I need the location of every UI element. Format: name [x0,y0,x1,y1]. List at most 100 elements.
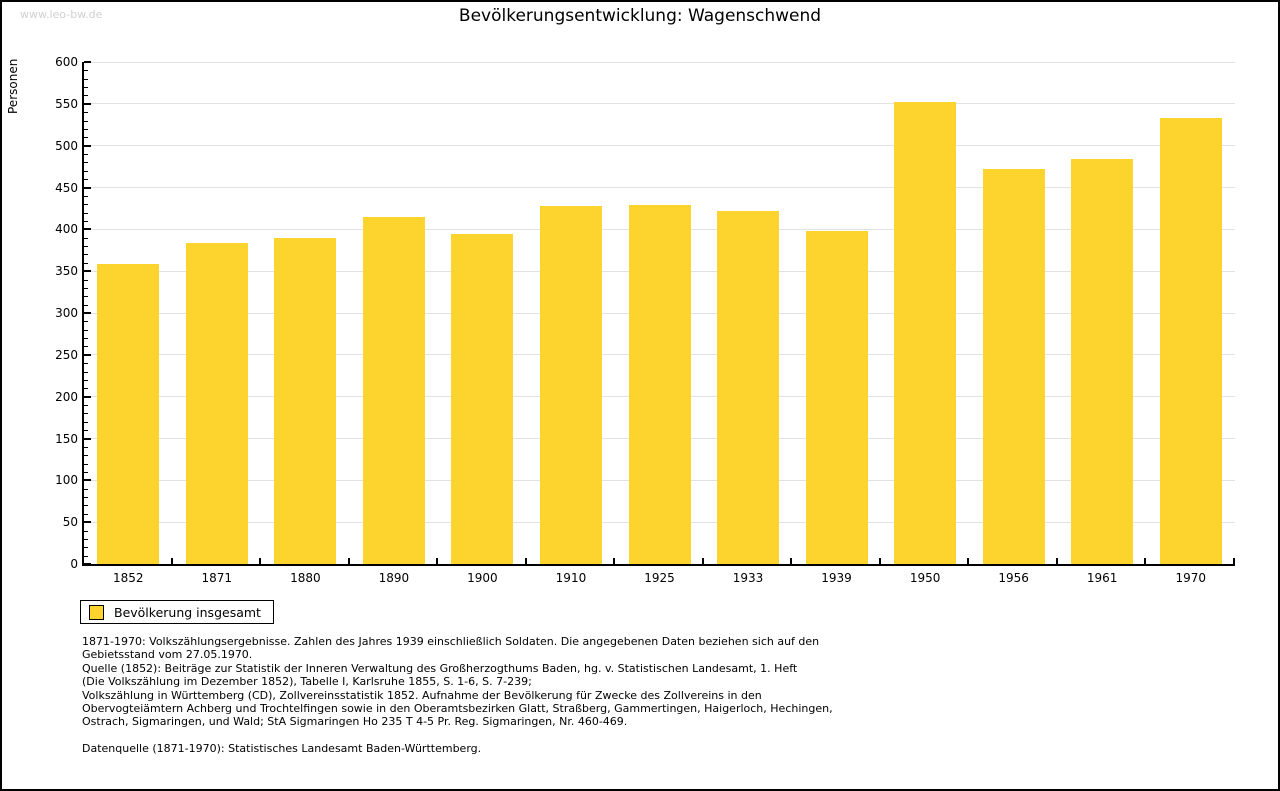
x-boundary-tick [967,558,970,564]
bar-1852 [97,263,160,564]
y-major-tick [84,270,91,273]
x-tick-label-1900: 1900 [467,571,498,585]
gridline-y500 [84,145,1235,147]
y-minor-tick [84,179,88,181]
x-tick-label-1950: 1950 [909,571,941,585]
x-boundary-tick [701,558,704,564]
bar-1950 [894,102,957,564]
y-major-tick [84,102,91,105]
x-tick-label-1852: 1852 [112,571,144,585]
y-tick-label: 550 [55,96,78,111]
y-tick-label: 150 [55,431,78,446]
y-tick-label: 0 [70,557,78,571]
y-major-tick [84,395,91,398]
bar-1900 [451,234,514,564]
x-boundary-tick [524,558,527,564]
y-tick-label: 100 [55,473,78,488]
y-minor-tick [84,388,88,390]
y-major-tick [84,228,91,231]
y-tick-label: 300 [55,306,78,320]
footnote-line: Obervogteiämtern Achberg und Trochtelfin… [82,702,833,716]
y-minor-tick [84,279,88,281]
y-minor-tick [84,555,88,557]
y-major-tick [84,353,91,356]
chart-title: Bevölkerungsentwicklung: Wagenschwend [458,6,822,26]
y-minor-tick [84,262,88,264]
y-minor-tick [84,287,88,289]
gridline-y450 [84,187,1235,188]
x-tick-label-1961: 1961 [1086,571,1118,585]
y-minor-tick [84,70,88,72]
x-tick-label-1939: 1939 [821,571,852,585]
y-tick-label: 450 [55,180,78,195]
y-tick-label: 200 [55,389,78,404]
legend-swatch-icon [89,604,104,620]
y-minor-tick [84,488,88,490]
y-minor-tick [84,296,88,298]
x-boundary-tick [1144,558,1147,564]
plot-area: 0 50 100 150 200 250 300 350 400 450 500 550 600 1852… [55,56,1235,585]
y-minor-tick [84,254,88,256]
y-minor-tick [84,421,88,423]
y-minor-tick [84,87,88,89]
y-minor-tick [84,154,88,156]
legend-box: Bevölkerung insgesamt [80,600,274,624]
bar-1970 [1159,118,1222,564]
y-minor-tick [84,363,88,365]
y-minor-tick [84,530,88,532]
y-minor-tick [84,246,88,248]
y-minor-tick [84,220,88,222]
y-minor-tick [84,95,88,97]
bar-1890 [362,216,425,564]
y-minor-tick [84,112,88,114]
y-minor-tick [84,446,88,448]
y-minor-tick [84,379,88,381]
y-minor-tick [84,195,88,197]
x-boundary-tick [790,558,793,564]
footnote-line: Volkszählung in Württemberg (CD), Zollve… [82,688,762,702]
y-minor-tick [84,547,88,549]
y-minor-tick [84,137,88,139]
x-tick-label-1871: 1871 [201,571,233,585]
y-minor-tick [84,212,88,214]
footnote-line: 1871-1970: Volkszählungsergebnisse. Zahl… [82,635,820,648]
y-minor-tick [84,505,88,507]
y-tick-label: 50 [62,515,78,530]
x-boundary-tick [436,558,439,564]
y-minor-tick [84,497,88,499]
bar-1871 [185,242,248,564]
y-major-tick [84,144,91,147]
y-tick-label: 350 [55,264,78,279]
y-minor-tick [84,128,88,130]
y-minor-tick [84,538,88,540]
y-tick-label: 600 [55,55,78,69]
gridline-y600 [84,61,1235,63]
x-tick-label-1880: 1880 [290,571,321,585]
datasource-line: Datenquelle (1871-1970): Statistisches L… [82,742,482,755]
y-minor-tick [84,346,88,348]
y-minor-tick [84,338,88,340]
bar-1880 [274,237,337,564]
x-tick-label-1956: 1956 [998,571,1029,585]
y-minor-tick [84,170,88,172]
gridline-y550 [84,103,1235,105]
footnote-block: 1871-1970: Volkszählungsergebnisse. Zahl… [82,635,833,729]
y-axis-label: Personen [6,58,20,114]
y-minor-tick [84,204,88,206]
x-boundary-tick [1055,558,1058,564]
x-boundary-tick [1233,558,1235,564]
y-minor-tick [84,413,88,415]
y-major-tick [84,521,91,524]
y-minor-tick [84,513,88,515]
x-boundary-tick [613,558,616,564]
y-tick-label: 250 [55,347,78,362]
y-major-tick [84,186,91,189]
footnote-line: Gebietsstand vom 27.05.1970. [82,648,253,662]
x-boundary-tick [878,558,881,564]
bar-1925 [628,205,691,564]
footnote-line: (Die Volkszählung im Dezember 1852), Tab… [82,675,532,689]
y-minor-tick [84,78,88,80]
y-minor-tick [84,304,88,306]
bar-1956 [982,169,1045,564]
